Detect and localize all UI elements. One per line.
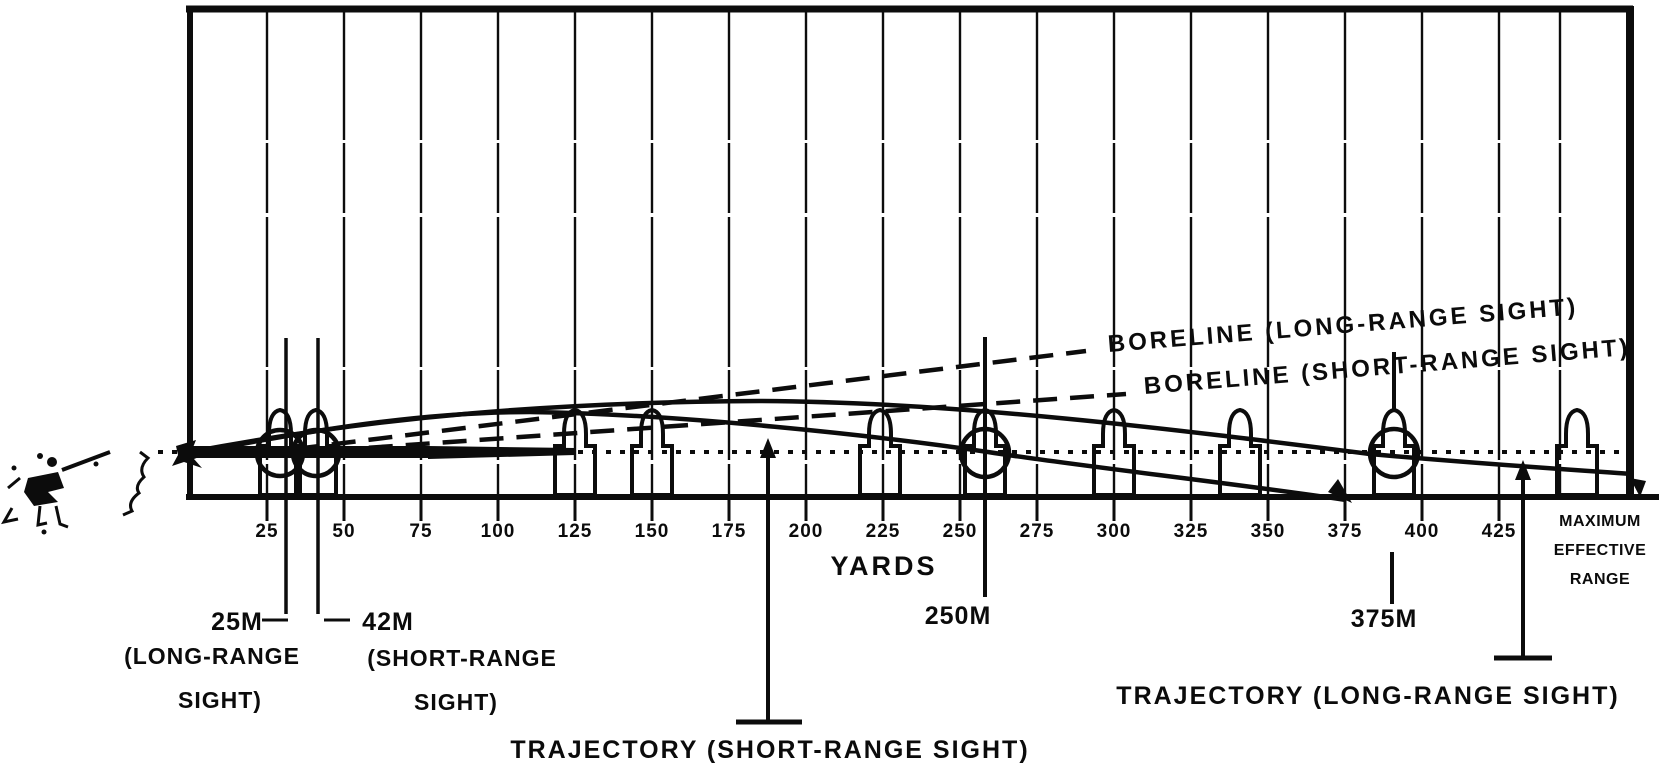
- axis-tick-label: 225: [865, 521, 901, 542]
- range-gridlines: [265, 10, 1562, 494]
- axis-tick-label: 125: [557, 521, 593, 542]
- target-silhouette: [1092, 407, 1136, 497]
- target-silhouette: [1218, 407, 1262, 497]
- target-silhouettes: [254, 407, 1599, 497]
- zero-375m-label: 375M: [1350, 605, 1418, 633]
- target-silhouette-circled: [290, 407, 342, 497]
- max-range-arrow-icon: [1630, 478, 1646, 497]
- sight-aim-circle: [290, 427, 342, 479]
- figure-frame: [186, 5, 1659, 500]
- muzzle-rest-squiggle: [122, 450, 151, 517]
- zero-25m-label: 25M: [211, 608, 263, 636]
- boreline-long-dashed: [294, 348, 1087, 452]
- target-silhouette: [858, 407, 902, 497]
- axis-tick-label: 250: [942, 521, 978, 542]
- axis-tick-label: 300: [1096, 521, 1132, 542]
- shooter-figure: [1, 450, 151, 535]
- axis-tick-label: 200: [788, 521, 824, 542]
- target-silhouette-circled: [254, 407, 306, 497]
- target-silhouette: [553, 407, 597, 497]
- target-silhouette-circled: [1367, 407, 1421, 497]
- boreline-short-dashed: [294, 391, 1127, 456]
- sight-aim-circle: [254, 427, 306, 479]
- muzzle-line-taper: [428, 446, 575, 459]
- zero-42m-sub2: SIGHT): [414, 689, 498, 715]
- axis-tick-label: 150: [634, 521, 670, 542]
- axis-tick-marks: [265, 497, 1501, 521]
- axis-tick-label: 25: [255, 521, 279, 542]
- axis-tick-label: 425: [1481, 521, 1517, 542]
- zero-25m-sub2: SIGHT): [178, 687, 262, 713]
- ground-strike-arrow-icon: [1328, 479, 1352, 503]
- max-range-label-line2: EFFECTIVE: [1553, 542, 1647, 559]
- axis-tick-label: 325: [1173, 521, 1209, 542]
- yards-label: YARDS: [830, 551, 938, 581]
- sight-aim-circle: [1367, 426, 1421, 480]
- max-range-label-line3: RANGE: [1569, 571, 1631, 588]
- axis-tick-label: 100: [480, 521, 516, 542]
- zero-marker-leaders: [262, 337, 1396, 622]
- target-silhouette: [630, 407, 674, 497]
- trajectory-short-label: TRAJECTORY (SHORT-RANGE SIGHT): [510, 736, 1030, 764]
- axis-tick-label: 375: [1327, 521, 1363, 542]
- axis-tick-label: 350: [1250, 521, 1286, 542]
- zero-42m-sub1: (SHORT-RANGE: [367, 645, 557, 671]
- zero-250m-label: 250M: [924, 602, 992, 630]
- zero-25m-sub1: (LONG-RANGE: [124, 643, 300, 669]
- muzzle-flash: [172, 440, 212, 468]
- axis-tick-label: 175: [711, 521, 747, 542]
- target-silhouette: [1555, 407, 1599, 497]
- zero-42m-label: 42M: [362, 608, 414, 636]
- axis-tick-label: 275: [1019, 521, 1055, 542]
- axis-tick-label: 75: [409, 521, 433, 542]
- trajectory-callouts: [736, 438, 1552, 725]
- axis-tick-label: 400: [1404, 521, 1440, 542]
- arrow-up-icon: [760, 438, 776, 458]
- max-range-label-line1: MAXIMUM: [1559, 513, 1641, 530]
- arrow-up-icon: [1515, 460, 1531, 480]
- axis-tick-label: 50: [332, 521, 356, 542]
- trajectory-long-label: TRAJECTORY (LONG-RANGE SIGHT): [1116, 682, 1620, 710]
